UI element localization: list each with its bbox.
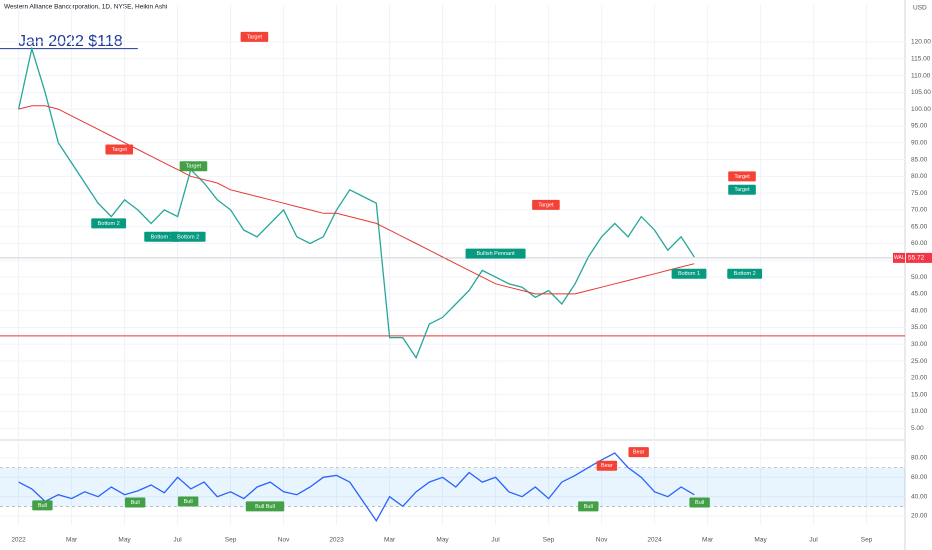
y-tick-label: 20.00: [911, 513, 928, 520]
y-tick-label: 60.00: [911, 240, 928, 247]
x-tick-label: 2023: [329, 537, 344, 544]
y-tick-label: 60.00: [911, 474, 928, 481]
annotation-box: [144, 231, 180, 242]
header-title: Western Alliance Bancorporation, 1D, NYS…: [4, 4, 167, 11]
annotation-box: [170, 231, 206, 242]
x-tick-label: Jul: [809, 537, 818, 544]
annotation-box: [728, 184, 756, 195]
x-tick-label: Jul: [491, 537, 500, 544]
annotation-box: [578, 501, 599, 512]
annotation-box: [32, 500, 53, 511]
y-tick-label: 105.00: [911, 89, 931, 96]
currency: USD: [913, 5, 927, 12]
annotation-label: Bull: [695, 500, 704, 506]
last-price-tag: [906, 252, 932, 263]
x-tick-label: May: [436, 537, 449, 544]
y-tick-label: 85.00: [911, 156, 928, 163]
x-tick-label: Sep: [543, 537, 555, 544]
annotation-box: [689, 497, 710, 508]
annotation-label: Bottom 1: [151, 234, 173, 240]
annotation-label: Bear: [633, 450, 645, 456]
x-tick-label: Nov: [596, 537, 608, 544]
annotation-box: [245, 501, 285, 512]
y-tick-label: 65.00: [911, 223, 928, 230]
y-tick-label: 75.00: [911, 190, 928, 197]
annotation-label: Bull: [38, 503, 47, 509]
x-tick-label: 2024: [647, 537, 662, 544]
x-tick-label: Sep: [861, 537, 873, 544]
annotation-label: Target: [734, 187, 750, 193]
x-tick-label: Mar: [384, 537, 396, 544]
annotation-label: Bottom 2: [98, 221, 120, 227]
annotation-label: Target: [538, 202, 554, 208]
y-tick-label: 40.00: [911, 307, 928, 314]
x-tick-label: Nov: [278, 537, 290, 544]
annotation-box: [532, 199, 560, 210]
y-tick-label: 80.00: [911, 173, 928, 180]
x-tick-label: Jul: [173, 537, 182, 544]
y-tick-label: 50.00: [911, 274, 928, 281]
x-tick-label: Mar: [66, 537, 78, 544]
y-tick-label: 20.00: [911, 375, 928, 382]
annotation-label: Bullish Pennant: [476, 251, 515, 257]
annotation-box: [628, 447, 649, 458]
y-tick-label: 100.00: [911, 106, 931, 113]
y-tick-label: 40.00: [911, 493, 928, 500]
x-tick-label: May: [118, 537, 131, 544]
x-tick-label: Sep: [225, 537, 237, 544]
x-tick-label: Mar: [702, 537, 714, 544]
annotation-label: Target: [186, 164, 202, 170]
ticker-label: WAL: [894, 255, 905, 261]
y-tick-label: 35.00: [911, 324, 928, 331]
annotation-label: Target: [734, 174, 750, 180]
annotation-label: Bull Bull: [255, 504, 275, 510]
annotation-box: [671, 268, 707, 279]
annotation-box: [596, 460, 618, 471]
annotation-box: [727, 268, 763, 279]
annotation-box: [124, 497, 146, 508]
annotation-box: [105, 144, 134, 155]
y-tick-label: 90.00: [911, 139, 928, 146]
annotation-box: [91, 218, 127, 229]
y-tick-label: 95.00: [911, 123, 928, 130]
y-tick-label: 45.00: [911, 291, 928, 298]
y-tick-label: 80.00: [911, 455, 928, 462]
annotation-label: Target: [112, 147, 128, 153]
annotation-box: [728, 171, 756, 182]
rsi-band: [0, 467, 905, 507]
y-tick-label: 110.00: [911, 72, 931, 79]
annotation-label: Bull: [584, 504, 593, 510]
y-tick-label: 10.00: [911, 408, 928, 415]
y-tick-label: 115.00: [911, 55, 931, 62]
x-tick-label: 2022: [11, 537, 26, 544]
x-tick-label: May: [754, 537, 767, 544]
annotation-box: [179, 161, 208, 172]
annotation-box: [465, 248, 526, 259]
last-price-label: 55.72: [908, 255, 925, 262]
annotation-label: Bottom 2: [177, 234, 199, 240]
annotation-box: [240, 31, 269, 42]
annotation-label: Bottom 2: [734, 271, 756, 277]
annotation-label: Bottom 1: [678, 271, 700, 277]
y-tick-label: 25.00: [911, 358, 928, 365]
ticker-tag: [893, 252, 905, 263]
annotation-label: Bull: [184, 499, 193, 505]
annotation-box: [177, 496, 199, 507]
y-tick-label: 5.00: [911, 425, 924, 432]
y-tick-label: 120.00: [911, 39, 931, 46]
annotation-label: Bear: [601, 463, 613, 469]
y-tick-label: 70.00: [911, 207, 928, 214]
series-line: [18, 452, 695, 523]
series-line: [17, 46, 695, 360]
annotation-label: Bull: [131, 500, 140, 506]
y-tick-label: 30.00: [911, 341, 928, 348]
y-tick-label: 15.00: [911, 391, 928, 398]
annotation-label: Target: [247, 34, 263, 40]
